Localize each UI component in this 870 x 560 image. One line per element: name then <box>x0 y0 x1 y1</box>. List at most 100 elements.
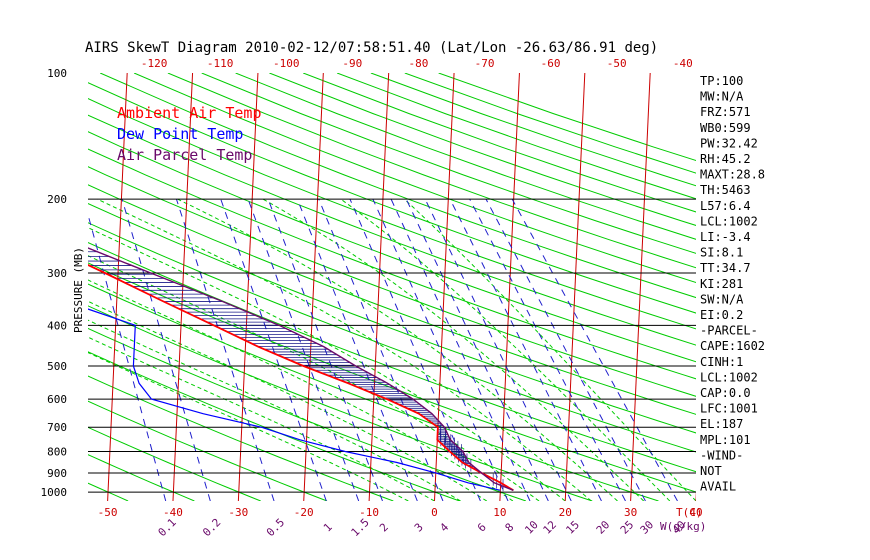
plot-area <box>42 73 696 501</box>
dry-adiabat <box>88 131 696 363</box>
sounding-index: RH:45.2 <box>700 152 751 166</box>
series-line <box>88 263 514 492</box>
dry-adiabat <box>88 222 696 453</box>
bottom-tick-label: 0 <box>431 506 438 519</box>
mixing-ratio-line <box>405 198 549 501</box>
dry-adiabat <box>88 305 593 501</box>
top-tick-label: -70 <box>475 57 495 70</box>
mixing-ratio-tick-labels: 0.1 0.2 0.5 1 1.5 2 3 4 6 8 10 12 15 20 25 30 40 <box>156 516 689 539</box>
dry-adiabat <box>167 73 696 269</box>
sounding-index: TP:100 <box>700 74 743 88</box>
moist-adiabat <box>340 198 671 501</box>
chart-title: AIRS SkewT Diagram 2010-02-12/07:58:51.4… <box>85 40 658 56</box>
mixing-ratio-tick-label: 6 <box>475 521 489 535</box>
moist-adiabat <box>88 300 488 501</box>
top-tick-label: -50 <box>607 57 627 70</box>
dry-adiabat <box>133 73 696 284</box>
bottom-tick-label: -10 <box>359 506 379 519</box>
moist-adiabat <box>88 352 409 501</box>
pressure-tick-label: 900 <box>47 467 67 480</box>
isotherm <box>303 73 324 501</box>
profile-lines <box>88 247 514 492</box>
y-axis-label: PRESSURE (MB) <box>72 247 85 333</box>
legend-entry: Air Parcel Temp <box>117 146 252 164</box>
mixing-ratio-line <box>296 198 418 501</box>
mixing-ratio-tick-label: 30 <box>638 518 657 537</box>
top-tick-label: -100 <box>273 57 300 70</box>
isotherm <box>107 73 128 501</box>
mixing-ratio-tick-label: 0.1 <box>156 516 179 539</box>
top-tick-label: -120 <box>141 57 168 70</box>
mixing-ratio-tick-label: 20 <box>594 518 613 537</box>
pressure-tick-label: 400 <box>47 319 67 332</box>
isotherm <box>172 73 194 501</box>
moist-adiabat <box>97 198 592 501</box>
mixing-ratio-tick-label: 15 <box>563 518 582 537</box>
sounding-index: LFC:1001 <box>700 402 758 416</box>
bottom-tick-label: 20 <box>559 506 572 519</box>
mixing-ratio-tick-label: 12 <box>541 518 560 537</box>
pressure-tick-label: 100 <box>47 67 67 80</box>
sounding-index: EL:187 <box>700 417 743 431</box>
sounding-index: KI:281 <box>700 277 743 291</box>
dry-adiabat <box>88 400 328 501</box>
mixing-ratio-tick-label: 0.2 <box>200 516 223 539</box>
dry-adiabat <box>99 73 696 299</box>
series-line <box>88 308 501 491</box>
sounding-index: WB0:599 <box>700 121 751 135</box>
mixing-ratio-line <box>220 199 327 501</box>
pressure-tick-label: 600 <box>47 393 67 406</box>
sounding-index: L57:6.4 <box>700 199 751 213</box>
top-tick-label: -90 <box>342 57 362 70</box>
mixing-ratio-line <box>88 212 167 501</box>
sounding-index: -WIND- <box>700 448 743 462</box>
isotherm <box>499 73 520 501</box>
sounding-index: CINH:1 <box>700 355 743 369</box>
mixing-ratio-lines <box>88 198 678 501</box>
sounding-index: MW:N/A <box>700 90 744 104</box>
moist-adiabat <box>404 198 696 501</box>
mixing-ratio-line <box>424 198 572 501</box>
mixing-ratio-line <box>485 198 646 501</box>
dry-adiabat <box>88 375 394 501</box>
bottom-tick-label: -20 <box>294 506 314 519</box>
pressure-tick-label: 800 <box>47 446 67 459</box>
top-temperature-ticks: -120 -110 -100 -90 -80 -70 -60 -50 -40 <box>141 57 693 70</box>
sounding-index: EI:0.2 <box>700 308 743 322</box>
series-line <box>88 247 514 491</box>
isotherm <box>564 73 586 501</box>
legend: Ambient Air Temp Dew Point Temp Air Parcel… <box>117 104 262 164</box>
cape-hatching <box>88 251 504 492</box>
mixing-ratio-line <box>390 198 531 501</box>
sounding-index: TH:5463 <box>700 183 751 197</box>
isotherm <box>42 73 62 501</box>
mixing-ratio-line <box>318 198 444 501</box>
mixing-ratio-line <box>175 199 275 501</box>
legend-entry: Ambient Air Temp <box>117 104 262 122</box>
sounding-index: MPL:101 <box>700 433 751 447</box>
dry-adiabat <box>201 73 696 254</box>
bottom-tick-label: -50 <box>98 506 118 519</box>
sounding-index: AVAIL <box>700 480 736 494</box>
mixing-ratio-tick-label: 1 <box>321 521 335 535</box>
mixing-ratio-tick-label: 0.5 <box>264 516 287 539</box>
sounding-index: CAPE:1602 <box>700 339 765 353</box>
mixing-ratio-tick-label: 10 <box>522 518 541 537</box>
isotherm <box>630 73 651 501</box>
dry-adiabat <box>88 454 195 501</box>
sounding-index: SI:8.1 <box>700 246 743 260</box>
dry-adiabat <box>88 148 696 380</box>
moist-adiabat <box>88 319 461 501</box>
moist-adiabat <box>262 198 645 501</box>
bottom-tick-label: 30 <box>624 506 637 519</box>
bottom-tick-label: 10 <box>493 506 506 519</box>
bottom-tick-label: -40 <box>163 506 183 519</box>
dry-adiabat <box>88 426 261 501</box>
moist-adiabat <box>88 336 435 501</box>
dry-adiabat <box>88 327 527 501</box>
mixing-ratio-line <box>267 198 383 501</box>
sounding-index: FRZ:571 <box>700 105 751 119</box>
mixing-ratio-tick-label: 4 <box>437 520 451 534</box>
